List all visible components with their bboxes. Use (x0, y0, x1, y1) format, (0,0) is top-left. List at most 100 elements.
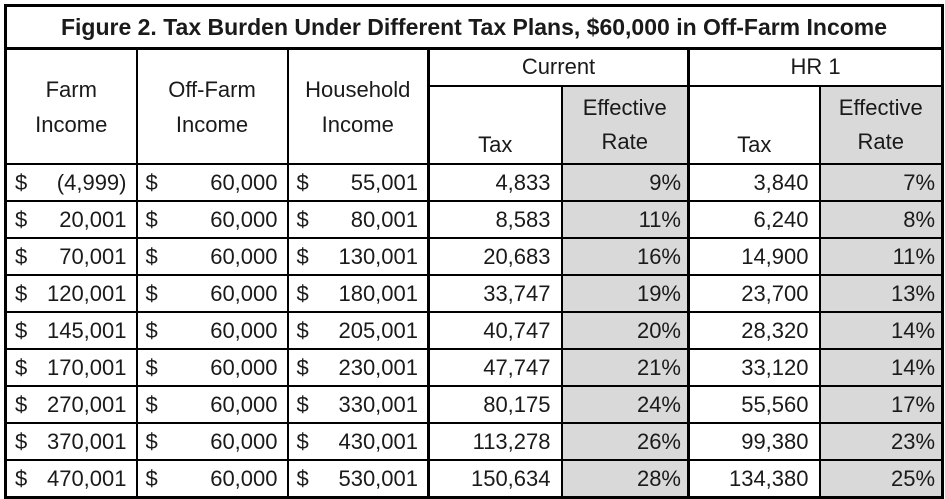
household-income-cell: $205,001 (286, 311, 430, 350)
header-farm-income: Farm Income (4, 47, 138, 165)
farm-income-cell: $370,001 (4, 422, 138, 461)
farm-income-value: 470,001 (46, 465, 127, 491)
header-group-hr1: HR 1 (686, 47, 944, 87)
current-effective-rate-cell: 9% (560, 163, 690, 202)
currency-symbol: $ (296, 169, 309, 195)
off-farm-income-cell: $60,000 (135, 237, 289, 276)
hr1-effective-rate-cell: 17% (818, 385, 944, 424)
header-off-farm-income: Off-Farm Income (135, 47, 289, 165)
current-effective-rate-cell: 24% (560, 385, 690, 424)
hr1-tax-cell: 55,560 (687, 385, 821, 424)
off-farm-income-value: 60,000 (210, 169, 278, 195)
household-income-cell: $330,001 (286, 385, 430, 424)
currency-symbol: $ (15, 280, 28, 306)
hr1-effective-rate-cell: 14% (818, 311, 944, 350)
household-income-cell: $180,001 (286, 274, 430, 313)
off-farm-income-cell: $60,000 (135, 422, 289, 461)
currency-symbol: $ (15, 317, 28, 343)
off-farm-income-value: 60,000 (210, 243, 278, 269)
hr1-effective-rate-cell: 13% (818, 274, 944, 313)
table-row: $470,001 $60,000 $530,001 150,634 28% 13… (4, 459, 944, 499)
table-row: $ (4,999) $60,000 $55,001 4,833 9% 3,840 … (4, 163, 944, 202)
header-row-measures: Tax Effective Rate Tax Effective Rate (6, 85, 944, 165)
hr1-tax-cell: 3,840 (687, 163, 821, 202)
currency-symbol: $ (145, 317, 158, 343)
farm-income-cell: $120,001 (4, 274, 138, 313)
current-tax-cell: 40,747 (427, 311, 563, 350)
farm-income-value: 170,001 (46, 354, 127, 380)
current-effective-rate-cell: 28% (560, 459, 690, 499)
current-effective-rate-cell: 26% (560, 422, 690, 461)
currency-symbol: $ (296, 317, 309, 343)
farm-income-cell: $70,001 (4, 237, 138, 276)
table-row: $120,001 $60,000 $180,001 33,747 19% 23,… (4, 274, 944, 313)
currency-symbol: $ (296, 391, 309, 417)
hr1-effective-rate-cell: 14% (818, 348, 944, 387)
tax-burden-table: Figure 2. Tax Burden Under Different Tax… (4, 4, 945, 499)
household-income-cell: $130,001 (286, 237, 430, 276)
off-farm-income-cell: $60,000 (135, 274, 289, 313)
household-income-cell: $80,001 (286, 200, 430, 239)
currency-symbol: $ (145, 243, 158, 269)
off-farm-income-cell: $60,000 (135, 311, 289, 350)
farm-income-cell: $145,001 (4, 311, 138, 350)
table-row: $145,001 $60,000 $205,001 40,747 20% 28,… (4, 311, 944, 350)
hr1-tax-cell: 14,900 (687, 237, 821, 276)
hr1-tax-cell: 23,700 (687, 274, 821, 313)
header-hr1-tax: Tax (687, 85, 821, 165)
farm-income-value: 20,001 (59, 206, 127, 232)
currency-symbol: $ (296, 243, 309, 269)
household-income-cell: $55,001 (286, 163, 430, 202)
figure-2-tax-burden-table: Figure 2. Tax Burden Under Different Tax… (4, 4, 945, 499)
currency-symbol: $ (15, 354, 28, 380)
currency-symbol: $ (15, 391, 28, 417)
household-income-value: 205,001 (338, 317, 418, 343)
currency-symbol: $ (15, 465, 28, 491)
off-farm-income-value: 60,000 (210, 391, 278, 417)
off-farm-income-value: 60,000 (210, 465, 278, 491)
currency-symbol: $ (296, 465, 309, 491)
farm-income-value: 270,001 (46, 391, 127, 417)
current-effective-rate-cell: 16% (560, 237, 690, 276)
currency-symbol: $ (15, 428, 28, 454)
header-hr1-effective-rate: Effective Rate (818, 85, 944, 165)
current-effective-rate-cell: 21% (560, 348, 690, 387)
off-farm-income-cell: $60,000 (135, 163, 289, 202)
household-income-cell: $530,001 (286, 459, 430, 499)
current-tax-cell: 4,833 (427, 163, 563, 202)
off-farm-income-value: 60,000 (210, 317, 278, 343)
hr1-effective-rate-cell: 7% (818, 163, 944, 202)
off-farm-income-value: 60,000 (210, 354, 278, 380)
header-current-tax: Tax (427, 85, 563, 165)
currency-symbol: $ (296, 354, 309, 380)
current-tax-cell: 47,747 (427, 348, 563, 387)
household-income-cell: $230,001 (286, 348, 430, 387)
current-tax-cell: 8,583 (427, 200, 563, 239)
household-income-value: 130,001 (338, 243, 418, 269)
household-income-value: 430,001 (338, 428, 418, 454)
hr1-tax-cell: 134,380 (687, 459, 821, 499)
household-income-value: 55,001 (350, 169, 418, 195)
off-farm-income-cell: $60,000 (135, 459, 289, 499)
farm-income-cell: $20,001 (4, 200, 138, 239)
current-tax-cell: 20,683 (427, 237, 563, 276)
header-group-current: Current (427, 47, 690, 87)
off-farm-income-cell: $60,000 (135, 385, 289, 424)
farm-income-value: 370,001 (46, 428, 127, 454)
farm-income-value: 145,001 (46, 317, 127, 343)
household-income-value: 80,001 (350, 206, 418, 232)
currency-symbol: $ (296, 206, 309, 232)
off-farm-income-cell: $60,000 (135, 200, 289, 239)
hr1-tax-cell: 99,380 (687, 422, 821, 461)
hr1-effective-rate-cell: 25% (818, 459, 944, 499)
header-current-effective-rate: Effective Rate (560, 85, 690, 165)
farm-income-value: (4,999) (56, 169, 127, 195)
currency-symbol: $ (145, 169, 158, 195)
hr1-effective-rate-cell: 8% (818, 200, 944, 239)
hr1-tax-cell: 33,120 (687, 348, 821, 387)
current-tax-cell: 150,634 (427, 459, 563, 499)
table-row: $20,001 $60,000 $80,001 8,583 11% 6,240 … (4, 200, 944, 239)
off-farm-income-value: 60,000 (210, 280, 278, 306)
currency-symbol: $ (145, 391, 158, 417)
current-effective-rate-cell: 11% (560, 200, 690, 239)
